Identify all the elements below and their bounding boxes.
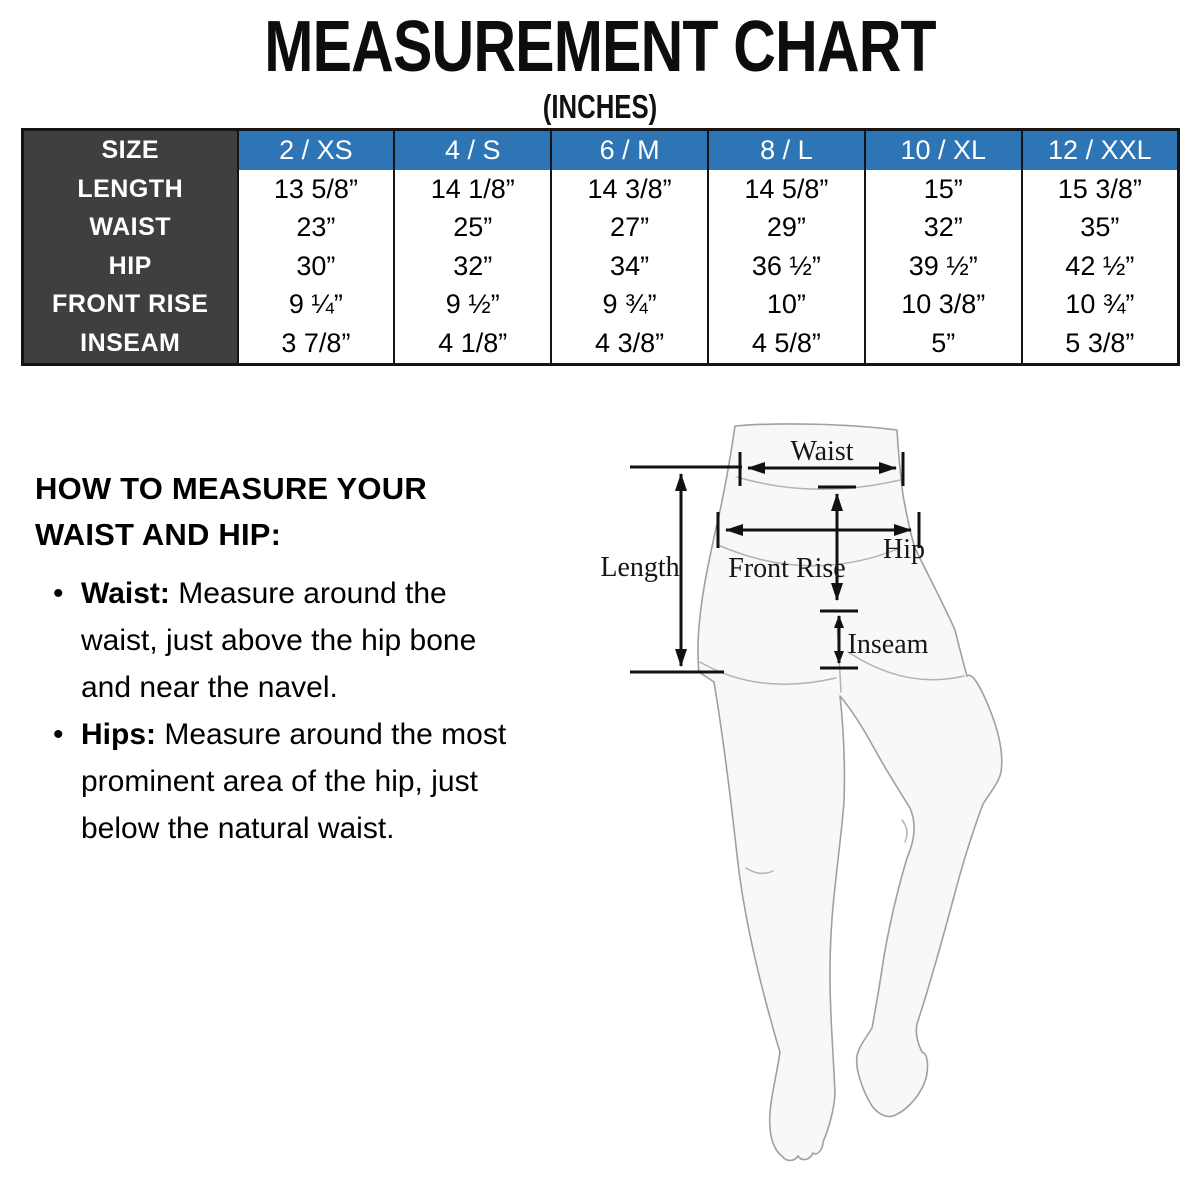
waistband-curve [736, 476, 901, 491]
measurement-cell: 9 ¼” [236, 285, 395, 325]
measurement-cell: 14 1/8” [393, 169, 552, 209]
length-annotation: Length [600, 465, 742, 674]
waist-label: Waist [790, 436, 853, 467]
measurement-cell: 9 ¾” [550, 285, 708, 325]
size-header-cell: 4 / S [393, 129, 552, 170]
measurement-cell: 15” [863, 169, 1022, 209]
bullet-lead: Hips: [81, 718, 156, 751]
bullet-text: Measure around the most prominent area o… [81, 718, 507, 845]
row-label: LENGTH [22, 169, 238, 209]
measurement-cell: 4 1/8” [393, 324, 552, 365]
row-label: FRONT RISE [22, 285, 238, 325]
measurement-cell: 29” [706, 208, 865, 247]
measurement-cell: 5 3/8” [1020, 324, 1179, 365]
measurement-cell: 36 ½” [706, 246, 865, 286]
waist-annotation: Waist [738, 436, 905, 486]
bullet-text: Measure around the waist, just above the… [81, 577, 477, 704]
left-hem-curve [699, 661, 837, 685]
measurement-cell: 32” [863, 208, 1022, 247]
hip-annotation: Hip [716, 512, 925, 565]
front-rise-label: Front Rise [728, 553, 845, 584]
size-header-cell: 10 / XL [863, 129, 1022, 170]
table-row: LENGTH 13 5/8” 14 1/8” 14 3/8” 14 5/8” 15” 15 … [22, 169, 1179, 209]
measurement-cell: 30” [236, 246, 395, 286]
measurement-cell: 13 5/8” [236, 169, 395, 209]
measurement-cell: 15 3/8” [1020, 169, 1179, 209]
row-label: SIZE [22, 129, 238, 170]
measurement-cell: 14 5/8” [706, 169, 865, 209]
page-title: MEASUREMENT CHART [264, 7, 936, 87]
measurement-cell: 32” [393, 246, 552, 286]
legs-silhouette [697, 423, 1003, 1162]
inseam-label: Inseam [848, 629, 929, 660]
measurement-cell: 35” [1020, 208, 1179, 247]
instruction-list: Waist: Measure around the waist, just ab… [35, 570, 620, 852]
measurement-cell: 10 ¾” [1020, 285, 1179, 325]
size-header-cell: 6 / M [550, 129, 708, 170]
measurement-cell: 3 7/8” [236, 324, 395, 365]
measurement-cell: 10 3/8” [863, 285, 1022, 325]
measurement-cell: 4 5/8” [706, 324, 865, 365]
row-label: HIP [22, 246, 238, 286]
table-row: WAIST 23” 25” 27” 29” 32” 35” [22, 208, 1179, 247]
right-knee-crease [901, 819, 908, 843]
row-label: WAIST [22, 208, 238, 247]
inseam-annotation: Inseam [820, 609, 929, 670]
measurement-cell: 4 3/8” [550, 324, 708, 365]
size-header-cell: 8 / L [706, 129, 865, 170]
length-label: Length [600, 552, 679, 583]
left-knee-crease [745, 867, 774, 875]
measurement-cell: 5” [863, 324, 1022, 365]
how-to-measure-section: HOW TO MEASURE YOUR WAIST AND HIP: Waist… [35, 466, 620, 852]
page-subtitle: (INCHES) [542, 88, 658, 125]
hip-seam-curve [717, 544, 901, 567]
front-rise-annotation: Front Rise [728, 485, 856, 601]
size-header-cell: 2 / XS [236, 129, 395, 170]
bullet-lead: Waist: [81, 577, 170, 610]
hip-label: Hip [883, 534, 925, 565]
measurement-diagram: Length Waist Hip Front Rise Inseam [600, 423, 1003, 1162]
legs-sketch [697, 423, 1003, 1162]
instruction-bullet: Hips: Measure around the most prominent … [53, 711, 620, 852]
measurement-cell: 14 3/8” [550, 169, 708, 209]
table-row: HIP 30” 32” 34” 36 ½” 39 ½” 42 ½” [22, 246, 1179, 286]
table-row: FRONT RISE 9 ¼” 9 ½” 9 ¾” 10” 10 3/8” 10 ¾” [22, 285, 1179, 325]
how-to-measure-heading: HOW TO MEASURE YOUR WAIST AND HIP: [35, 471, 427, 552]
row-label: INSEAM [22, 324, 238, 365]
size-header-cell: 12 / XXL [1020, 129, 1179, 170]
measurement-cell: 39 ½” [863, 246, 1022, 286]
measurement-cell: 42 ½” [1020, 246, 1179, 286]
measurement-cell: 34” [550, 246, 708, 286]
measurement-cell: 10” [706, 285, 865, 325]
measurement-cell: 27” [550, 208, 708, 247]
table-row: INSEAM 3 7/8” 4 1/8” 4 3/8” 4 5/8” 5” 5 3/8” [22, 324, 1179, 365]
instruction-bullet: Waist: Measure around the waist, just ab… [53, 570, 620, 711]
measurement-cell: 25” [393, 208, 552, 247]
right-hem-curve [847, 651, 965, 681]
measurement-cell: 23” [236, 208, 395, 247]
measurement-cell: 9 ½” [393, 285, 552, 325]
